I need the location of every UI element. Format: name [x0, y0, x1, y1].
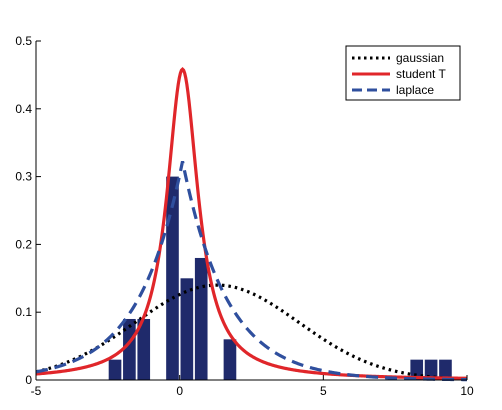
- histogram-bar: [166, 176, 179, 380]
- legend-entry: gaussian: [352, 51, 444, 65]
- x-tick-label: 5: [320, 384, 327, 398]
- histogram-bars: [108, 176, 452, 380]
- x-tick-label: 0: [176, 384, 183, 398]
- x-axis-ticks: -5 0 5 10: [31, 375, 474, 398]
- legend-entry: laplace: [352, 83, 434, 97]
- histogram-bar: [439, 359, 452, 380]
- y-tick-label: 0.4: [15, 102, 32, 116]
- x-tick-label: -5: [31, 384, 42, 398]
- series-line-laplace: [35, 160, 468, 382]
- y-tick-label: 0.3: [15, 170, 32, 184]
- legend-label: student T: [396, 67, 446, 81]
- legend-entry: student T: [352, 67, 446, 81]
- y-tick-label: 0: [25, 373, 32, 387]
- density-curves: [35, 67, 468, 382]
- histogram-bar: [137, 318, 151, 380]
- legend-label: laplace: [396, 83, 434, 97]
- x-tick-label: 10: [460, 384, 474, 398]
- axes: -5 0 5 10 00.10.20.30.40.5: [15, 34, 474, 398]
- legend: gaussian student T laplace: [345, 45, 461, 101]
- histogram-bar: [410, 359, 424, 380]
- histogram-bar: [123, 318, 136, 380]
- y-tick-label: 0.1: [15, 305, 32, 319]
- histogram-bar: [180, 278, 194, 380]
- legend-label: gaussian: [396, 51, 444, 65]
- histogram-bar: [223, 339, 237, 380]
- y-axis-ticks: 0 0.1 0.2 0.3 0.4 0.5: [15, 34, 41, 387]
- y-tick-label: 0.2: [15, 237, 32, 251]
- histogram-bar: [194, 257, 208, 380]
- histogram-bar: [108, 359, 122, 380]
- histogram-bar: [424, 359, 438, 380]
- y-tick-label: 0.5: [15, 34, 32, 48]
